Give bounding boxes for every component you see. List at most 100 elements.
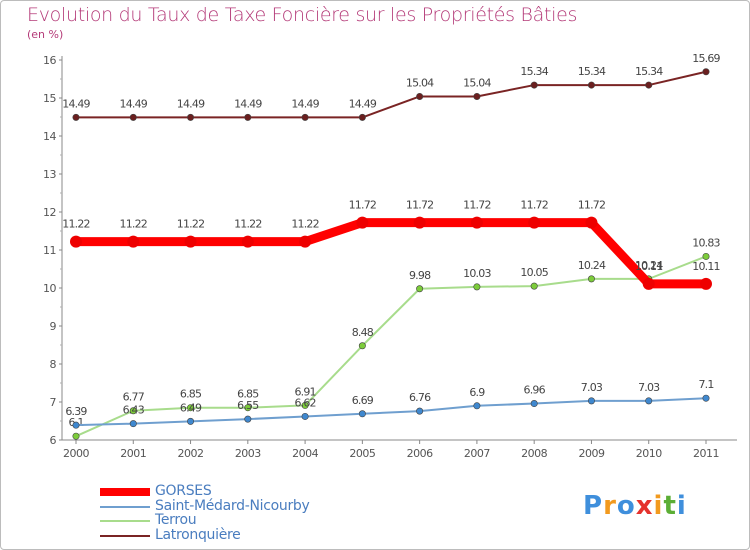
data-label-gorses: 11.22 bbox=[234, 218, 262, 231]
legend-swatch bbox=[100, 505, 150, 508]
logo-letter: r bbox=[603, 491, 617, 521]
x-tick-label: 2001 bbox=[120, 447, 146, 460]
data-point-gorses bbox=[470, 216, 483, 229]
data-label-latronqui-re: 15.69 bbox=[692, 52, 720, 65]
data-label-saint-m-dard-nicourby: 6.96 bbox=[524, 384, 546, 397]
data-point-terrou bbox=[702, 252, 710, 260]
data-point-saint-m-dard-nicourby bbox=[72, 421, 80, 429]
data-point-terrou bbox=[244, 404, 252, 412]
logo-letter: i bbox=[653, 491, 664, 521]
legend-swatch bbox=[100, 488, 150, 496]
data-label-saint-m-dard-nicourby: 6.55 bbox=[237, 399, 259, 412]
data-point-latronqui-re bbox=[358, 113, 366, 121]
data-point-saint-m-dard-nicourby bbox=[702, 394, 710, 402]
data-point-gorses bbox=[127, 235, 140, 248]
data-point-latronqui-re bbox=[587, 81, 595, 89]
data-point-latronqui-re bbox=[301, 113, 309, 121]
data-label-latronqui-re: 15.34 bbox=[578, 65, 606, 78]
unit-label: (en %) bbox=[27, 28, 64, 41]
data-label-saint-m-dard-nicourby: 6.9 bbox=[469, 386, 485, 399]
y-tick-label: 14 bbox=[43, 130, 56, 143]
data-label-saint-m-dard-nicourby: 6.39 bbox=[65, 405, 87, 418]
x-tick-label: 2011 bbox=[693, 447, 719, 460]
data-label-latronqui-re: 15.34 bbox=[520, 65, 548, 78]
data-point-terrou bbox=[530, 282, 538, 290]
x-tick-label: 2009 bbox=[578, 447, 604, 460]
data-label-latronqui-re: 14.49 bbox=[349, 97, 377, 110]
data-point-gorses bbox=[299, 235, 312, 248]
data-point-saint-m-dard-nicourby bbox=[301, 412, 309, 420]
data-point-latronqui-re bbox=[187, 113, 195, 121]
data-point-latronqui-re bbox=[129, 113, 137, 121]
y-tick-label: 15 bbox=[43, 92, 56, 105]
data-point-gorses bbox=[356, 216, 369, 229]
x-tick-label: 2005 bbox=[349, 447, 375, 460]
data-point-latronqui-re bbox=[416, 92, 424, 100]
data-label-latronqui-re: 14.49 bbox=[234, 97, 262, 110]
data-point-latronqui-re bbox=[530, 81, 538, 89]
x-tick-label: 2003 bbox=[235, 447, 261, 460]
y-tick-label: 11 bbox=[43, 244, 56, 257]
y-tick-label: 7 bbox=[50, 396, 57, 409]
x-tick-label: 2002 bbox=[178, 447, 204, 460]
y-tick-label: 10 bbox=[43, 282, 56, 295]
data-point-saint-m-dard-nicourby bbox=[129, 420, 137, 428]
data-label-terrou: 6.85 bbox=[237, 388, 259, 401]
data-label-saint-m-dard-nicourby: 6.69 bbox=[352, 394, 374, 407]
data-label-saint-m-dard-nicourby: 6.76 bbox=[409, 391, 431, 404]
logo-letter: o bbox=[616, 491, 636, 521]
data-label-gorses: 11.22 bbox=[177, 218, 205, 231]
data-label-saint-m-dard-nicourby: 7.03 bbox=[581, 381, 603, 394]
data-label-latronqui-re: 14.49 bbox=[120, 97, 148, 110]
data-point-saint-m-dard-nicourby bbox=[358, 410, 366, 418]
legend-item: Saint-Médard-Nicourby bbox=[100, 497, 360, 515]
legend-label: Terrou bbox=[155, 512, 197, 528]
y-tick-label: 6 bbox=[50, 434, 57, 447]
data-point-terrou bbox=[587, 275, 595, 283]
y-tick-label: 9 bbox=[50, 320, 57, 333]
x-tick-label: 2000 bbox=[63, 447, 89, 460]
data-point-gorses bbox=[70, 235, 82, 248]
legend-item: GORSES bbox=[100, 483, 360, 500]
data-label-gorses: 10.11 bbox=[635, 260, 663, 273]
data-point-gorses bbox=[585, 216, 598, 229]
series-line-latronqui-re bbox=[75, 70, 707, 119]
x-tick-label: 2007 bbox=[464, 447, 490, 460]
data-label-saint-m-dard-nicourby: 7.1 bbox=[698, 378, 713, 391]
data-point-saint-m-dard-nicourby bbox=[416, 407, 424, 415]
data-label-terrou: 10.03 bbox=[463, 267, 491, 280]
data-point-latronqui-re bbox=[244, 113, 252, 121]
x-tick-label: 2010 bbox=[636, 447, 662, 460]
data-point-terrou bbox=[473, 283, 481, 291]
data-label-latronqui-re: 14.49 bbox=[291, 97, 319, 110]
data-point-latronqui-re bbox=[473, 92, 481, 100]
data-point-latronqui-re bbox=[72, 113, 80, 121]
data-label-saint-m-dard-nicourby: 7.03 bbox=[638, 381, 660, 394]
data-point-saint-m-dard-nicourby bbox=[187, 417, 195, 425]
data-label-saint-m-dard-nicourby: 6.62 bbox=[294, 396, 315, 409]
data-point-gorses bbox=[241, 235, 254, 248]
data-point-terrou bbox=[187, 404, 195, 412]
y-tick-label: 12 bbox=[43, 206, 56, 219]
data-label-gorses: 11.72 bbox=[463, 199, 491, 212]
y-tick-label: 13 bbox=[43, 168, 56, 181]
logo-letter: P bbox=[583, 491, 604, 521]
data-point-terrou bbox=[129, 407, 137, 415]
logo-letter: x bbox=[635, 491, 654, 521]
legend-swatch bbox=[100, 534, 150, 537]
logo-letter: i bbox=[676, 491, 687, 521]
data-point-terrou bbox=[358, 342, 366, 350]
data-label-gorses: 11.72 bbox=[406, 199, 434, 212]
legend-label: Latronquière bbox=[155, 526, 241, 543]
data-label-terrou: 10.05 bbox=[520, 266, 548, 279]
data-point-latronqui-re bbox=[702, 68, 710, 76]
data-point-terrou bbox=[301, 401, 309, 409]
data-label-gorses: 11.72 bbox=[520, 199, 548, 212]
data-label-terrou: 6.85 bbox=[180, 388, 202, 401]
series-line-saint-m-dard-nicourby bbox=[75, 397, 707, 427]
data-label-latronqui-re: 14.49 bbox=[62, 97, 90, 110]
data-label-latronqui-re: 15.04 bbox=[406, 76, 434, 89]
data-label-gorses: 11.72 bbox=[349, 199, 377, 212]
legend-label: Saint-Médard-Nicourby bbox=[155, 497, 310, 514]
